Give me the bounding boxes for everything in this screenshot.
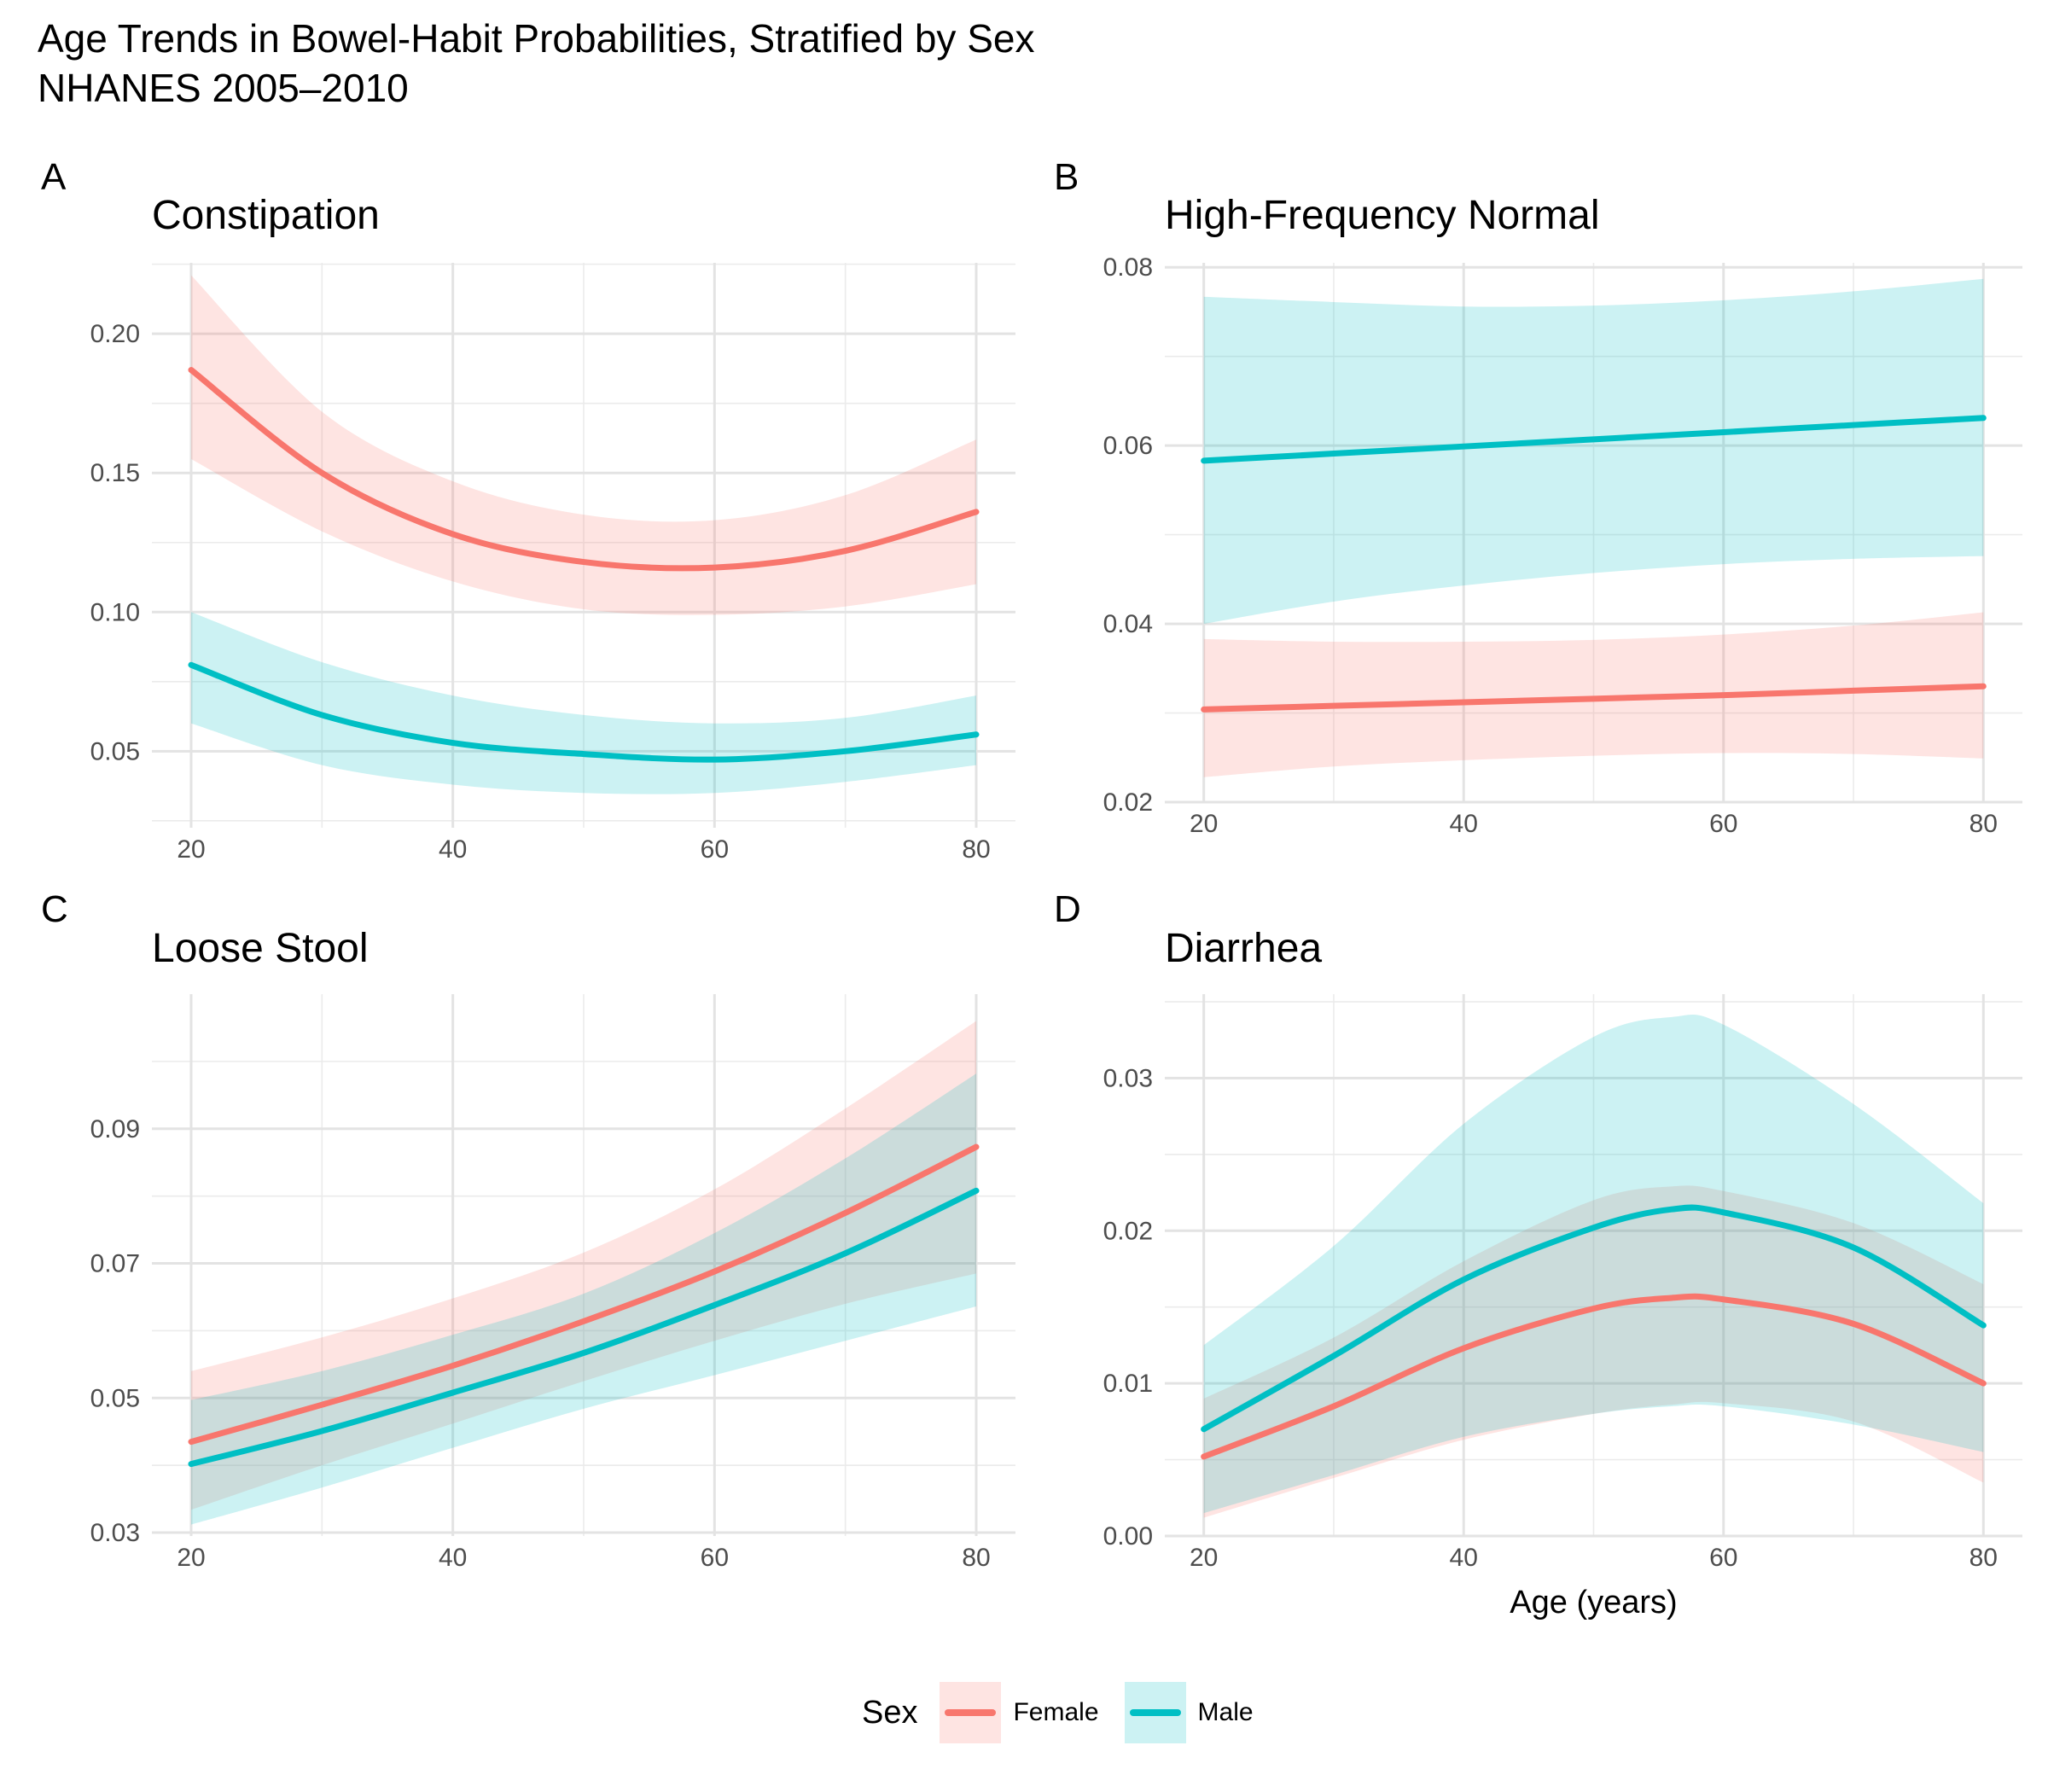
x-tick-label: 60 (1709, 1544, 1737, 1572)
y-tick-label: 0.06 (1103, 432, 1153, 460)
legend-title: Sex (862, 1694, 918, 1731)
ci-ribbon-female (1203, 612, 1984, 777)
series-line-female (188, 367, 980, 572)
series-line-female (1201, 683, 1987, 713)
x-tick-label: 20 (177, 835, 205, 864)
y-tick-label: 0.05 (90, 1384, 140, 1412)
panel-title-high-frequency-normal: High-Frequency Normal (1165, 193, 1600, 238)
x-tick-label: 60 (701, 835, 729, 864)
y-tick-label: 0.02 (1103, 788, 1153, 817)
figure-title: Age Trends in Bowel-Habit Probabilities,… (38, 14, 1034, 113)
series-line-male (1201, 1204, 1987, 1433)
legend-item-female: Female (940, 1682, 1120, 1743)
panel-title-diarrhea: Diarrhea (1165, 926, 1322, 971)
panel-tag-a: A (41, 156, 67, 198)
legend-label-male: Male (1197, 1698, 1254, 1726)
ci-ribbon-female (1203, 1185, 1984, 1518)
ci-ribbon-male (1203, 1014, 1984, 1514)
x-tick-label: 40 (439, 1544, 467, 1572)
ci-ribbon-male (191, 612, 976, 794)
figure-subtitle: NHANES 2005–2010 (38, 66, 409, 110)
y-tick-label: 0.20 (90, 320, 140, 348)
x-tick-label: 20 (1190, 1544, 1218, 1572)
series-line-male (188, 1187, 980, 1468)
panel-title-constipation: Constipation (152, 193, 380, 238)
series-line-male (188, 661, 980, 763)
y-tick-label: 0.00 (1103, 1522, 1153, 1551)
x-tick-label: 40 (1450, 1544, 1478, 1572)
x-tick-label: 40 (1450, 810, 1478, 838)
faceted-line-chart: A Constipation 20 40 60 80 0.05 0.10 0.15 0.20 B Hi… (41, 156, 2022, 1620)
series-line-female (1201, 1293, 1987, 1460)
ci-ribbon-female (191, 275, 976, 615)
ci-ribbon-male (1203, 278, 1984, 625)
x-tick-label: 20 (1190, 810, 1218, 838)
y-tick-label: 0.02 (1103, 1217, 1153, 1245)
x-axis-label: Age (years) (1510, 1585, 1677, 1620)
y-tick-label: 0.08 (1103, 253, 1153, 282)
panel-tag-b: B (1054, 156, 1079, 198)
x-tick-label: 80 (1969, 1544, 1998, 1572)
legend-key-female (940, 1682, 1002, 1743)
panel-constipation: A Constipation 20 40 60 80 0.05 0.10 0.15 0.20 (41, 156, 1015, 864)
x-tick-label: 40 (439, 835, 467, 864)
y-tick-label: 0.05 (90, 737, 140, 765)
panel-tag-d: D (1054, 888, 1081, 930)
x-tick-label: 60 (1709, 810, 1737, 838)
y-tick-label: 0.03 (1103, 1064, 1153, 1092)
y-tick-label: 0.04 (1103, 610, 1153, 638)
y-tick-label: 0.07 (90, 1250, 140, 1278)
y-tick-label: 0.03 (90, 1519, 140, 1547)
x-tick-label: 80 (962, 1544, 990, 1572)
legend-item-male: Male (1124, 1682, 1276, 1743)
legend-key-male (1124, 1682, 1186, 1743)
legend-label-female: Female (1013, 1698, 1099, 1726)
y-tick-label: 0.01 (1103, 1370, 1153, 1398)
panel-title-loose-stool: Loose Stool (152, 926, 369, 971)
figure-title-line-1: Age Trends in Bowel-Habit Probabilities,… (38, 16, 1035, 61)
y-tick-label: 0.09 (90, 1115, 140, 1143)
legend: Sex Female Male (862, 1677, 1279, 1748)
series-line-male (1201, 415, 1987, 464)
y-tick-label: 0.15 (90, 459, 140, 487)
x-tick-label: 80 (962, 835, 990, 864)
series-line-female (188, 1143, 980, 1446)
x-tick-label: 60 (701, 1544, 729, 1572)
x-tick-label: 20 (177, 1544, 205, 1572)
x-tick-label: 80 (1969, 810, 1998, 838)
panel-tag-c: C (41, 888, 68, 930)
legend-line-male (1129, 1709, 1181, 1716)
y-tick-label: 0.10 (90, 598, 140, 626)
panel-high-frequency-normal: B High-Frequency Normal 20 40 60 80 0.02 0.04 0.… (1054, 156, 2022, 838)
legend-line-female (945, 1709, 997, 1716)
panel-loose-stool: C Loose Stool 20 40 60 80 0.03 0.05 0.07 0.09 (41, 888, 1015, 1572)
panel-diarrhea: D Diarrhea 20 40 60 80 0.00 0.01 0.02 0.03 Age (ye… (1054, 888, 2022, 1620)
